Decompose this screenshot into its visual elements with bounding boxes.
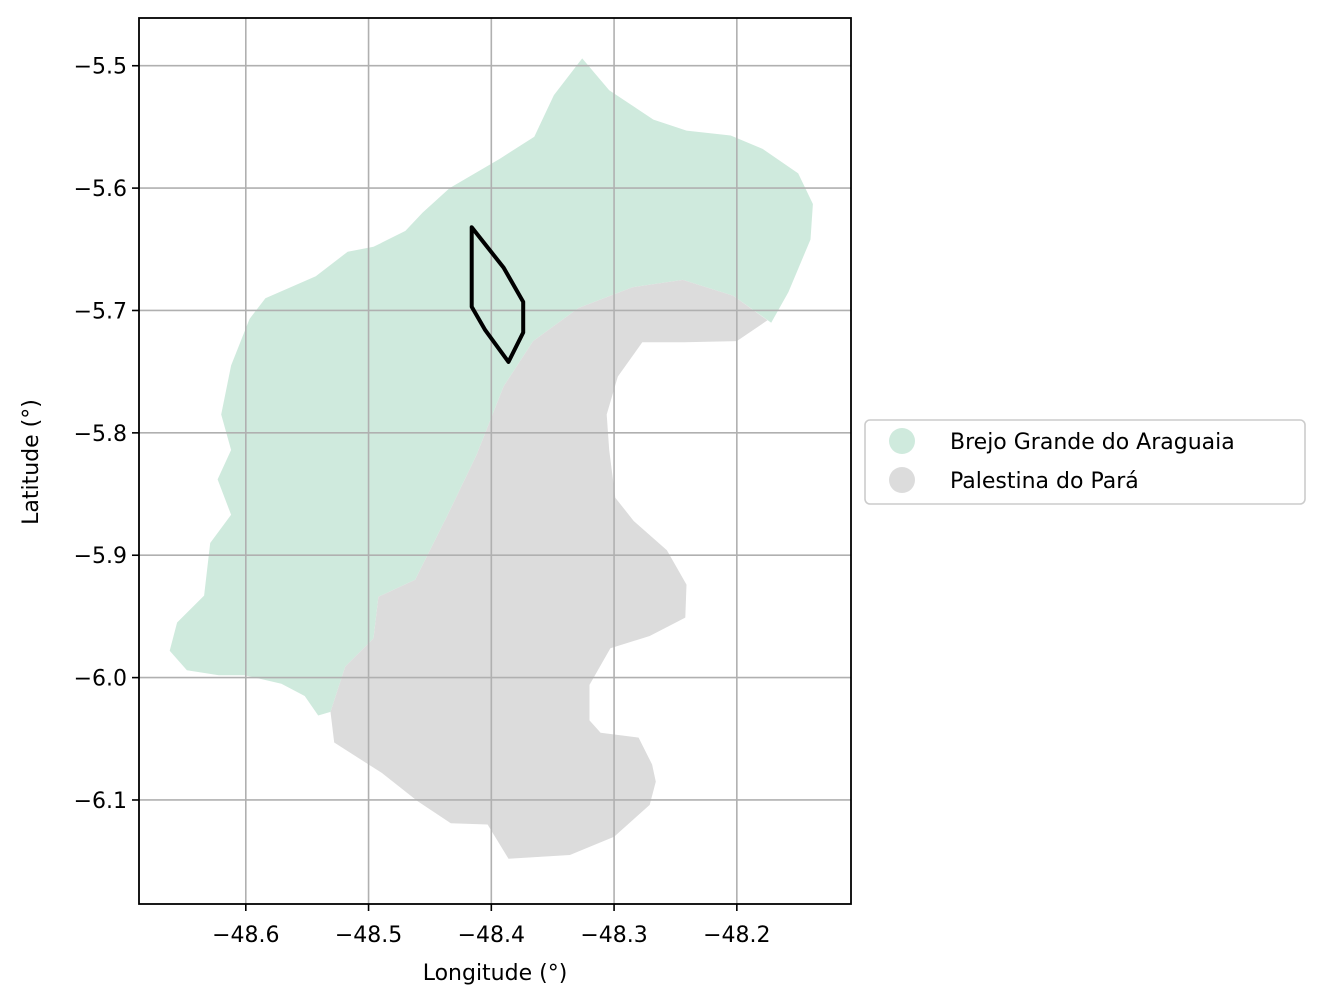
legend-items: Brejo Grande do Araguaia Palestina do Par… <box>889 428 1235 494</box>
legend-marker-1 <box>889 428 915 454</box>
x-tick-label-2: −48.5 <box>335 923 402 948</box>
x-tick-label-4: −48.3 <box>580 923 647 948</box>
outline-polygon <box>469 225 526 364</box>
y-tick-label-6: −6.0 <box>74 667 127 692</box>
x-axis-title: Longitude (°) <box>423 961 568 986</box>
x-tick-label-3: −48.4 <box>458 923 525 948</box>
y-tick-label-5: −5.9 <box>74 544 127 569</box>
y-tick-label-3: −5.7 <box>74 299 127 324</box>
grid-lines <box>139 18 851 904</box>
legend-marker-2 <box>889 467 915 493</box>
region-2 <box>330 279 768 859</box>
x-tick-label-5: −48.2 <box>703 923 770 948</box>
y-tick-label-7: −6.1 <box>74 789 127 814</box>
legend-label-1: Brejo Grande do Araguaia <box>950 430 1235 455</box>
y-tick-label-1: −5.5 <box>74 55 127 80</box>
y-axis-title: Latitude (°) <box>19 399 44 525</box>
axes-frame <box>138 17 852 905</box>
legend: Brejo Grande do Araguaia Palestina do Par… <box>864 419 1306 505</box>
legend-label-2: Palestina do Pará <box>950 469 1139 494</box>
y-tick-label-2: −5.6 <box>74 177 127 202</box>
highlight-outline <box>469 225 526 364</box>
y-tick-label-4: −5.8 <box>74 422 127 447</box>
legend-frame <box>864 419 1306 505</box>
x-tick-label-1: −48.6 <box>212 923 279 948</box>
axis-ticks: −48.6 −48.5 −48.4 −48.3 −48.2 −5.5 −5.6 −5.7 −5.… <box>74 55 771 948</box>
